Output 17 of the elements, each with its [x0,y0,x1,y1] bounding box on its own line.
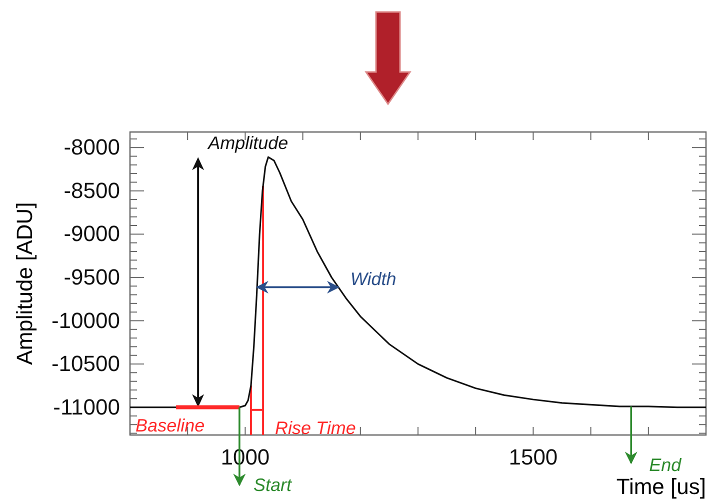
annotation: End [649,455,682,475]
y-tick-label: -11000 [53,394,120,420]
line-series [129,156,707,408]
annotation: Amplitude [207,133,288,154]
y-tick-label: -9500 [64,264,120,290]
y-axis-title: Amplitude [ADU] [12,202,37,365]
y-tick-label: -8500 [64,178,120,203]
ref-line-label: Rise Time [275,418,356,438]
annotation: Width [350,269,396,290]
y-tick-label: -8000 [64,134,120,160]
x-axis-title: Time [us] [616,474,706,499]
annotation: Start [253,475,292,495]
x-tick-label: 1500 [508,444,558,470]
y-tick-label: -9000 [64,221,120,246]
y-tick-label: -10500 [51,351,120,376]
y-tick-label: -10000 [51,308,120,333]
annotation: Baseline [136,415,205,436]
